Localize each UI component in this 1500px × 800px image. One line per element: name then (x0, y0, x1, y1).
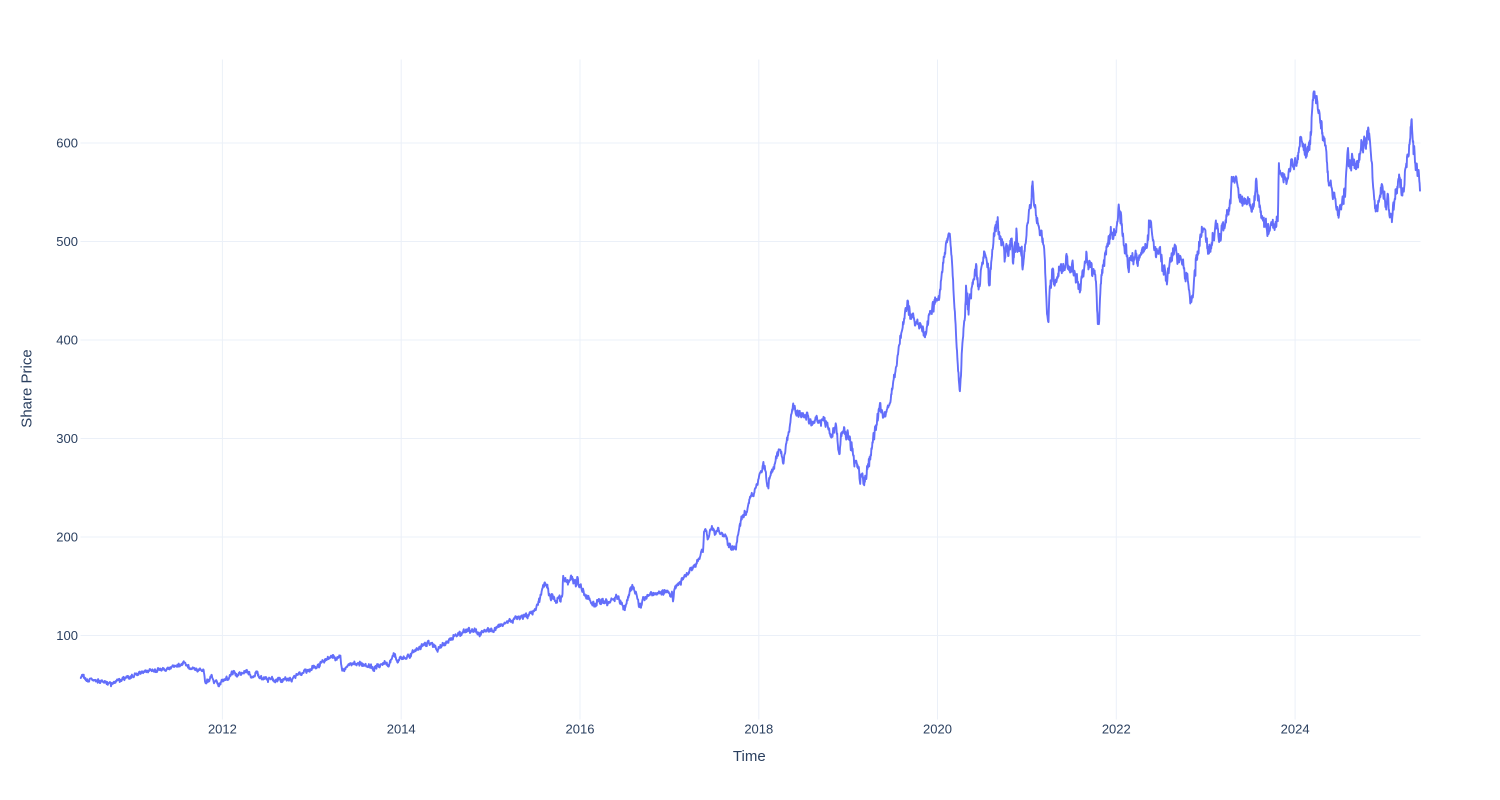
svg-text:2014: 2014 (387, 721, 416, 736)
svg-text:500: 500 (56, 234, 78, 249)
svg-text:Time: Time (733, 748, 766, 765)
svg-text:400: 400 (56, 333, 78, 348)
svg-text:100: 100 (56, 628, 78, 643)
svg-text:2024: 2024 (1281, 721, 1310, 736)
svg-text:2012: 2012 (208, 721, 237, 736)
svg-text:300: 300 (56, 431, 78, 446)
svg-text:2022: 2022 (1102, 721, 1131, 736)
svg-text:2018: 2018 (744, 721, 773, 736)
svg-text:2016: 2016 (566, 721, 595, 736)
svg-text:600: 600 (56, 136, 78, 151)
svg-text:Share Price: Share Price (19, 349, 36, 427)
svg-text:2020: 2020 (923, 721, 952, 736)
svg-text:200: 200 (56, 530, 78, 545)
